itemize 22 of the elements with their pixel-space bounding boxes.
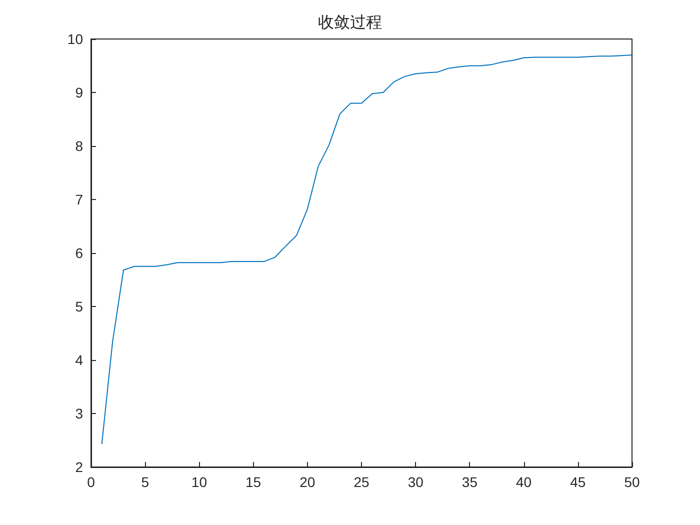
y-tick-label: 4: [75, 352, 84, 368]
x-tick-label: 15: [246, 474, 262, 490]
x-tick-label: 40: [516, 474, 532, 490]
x-tick-label: 45: [570, 474, 586, 490]
y-tick-label: 6: [75, 245, 84, 261]
x-tick-label: 25: [354, 474, 370, 490]
chart-title: 收敛过程: [318, 14, 382, 32]
y-tick-label: 7: [75, 192, 84, 208]
y-tick-label: 9: [75, 84, 84, 100]
y-tick-label: 2: [75, 459, 84, 475]
x-tick-label: 0: [87, 474, 96, 490]
x-tick-label: 50: [624, 474, 640, 490]
x-tick-label: 20: [300, 474, 316, 490]
x-tick-label: 35: [462, 474, 478, 490]
x-tick-label: 5: [141, 474, 150, 490]
y-tick-label: 10: [67, 31, 84, 47]
y-tick-label: 8: [75, 138, 84, 154]
x-tick-label: 30: [408, 474, 424, 490]
line-series: [101, 54, 632, 444]
y-tick-label: 5: [75, 298, 84, 314]
x-tick-label: 10: [191, 474, 208, 490]
y-tick-label: 3: [75, 406, 84, 422]
